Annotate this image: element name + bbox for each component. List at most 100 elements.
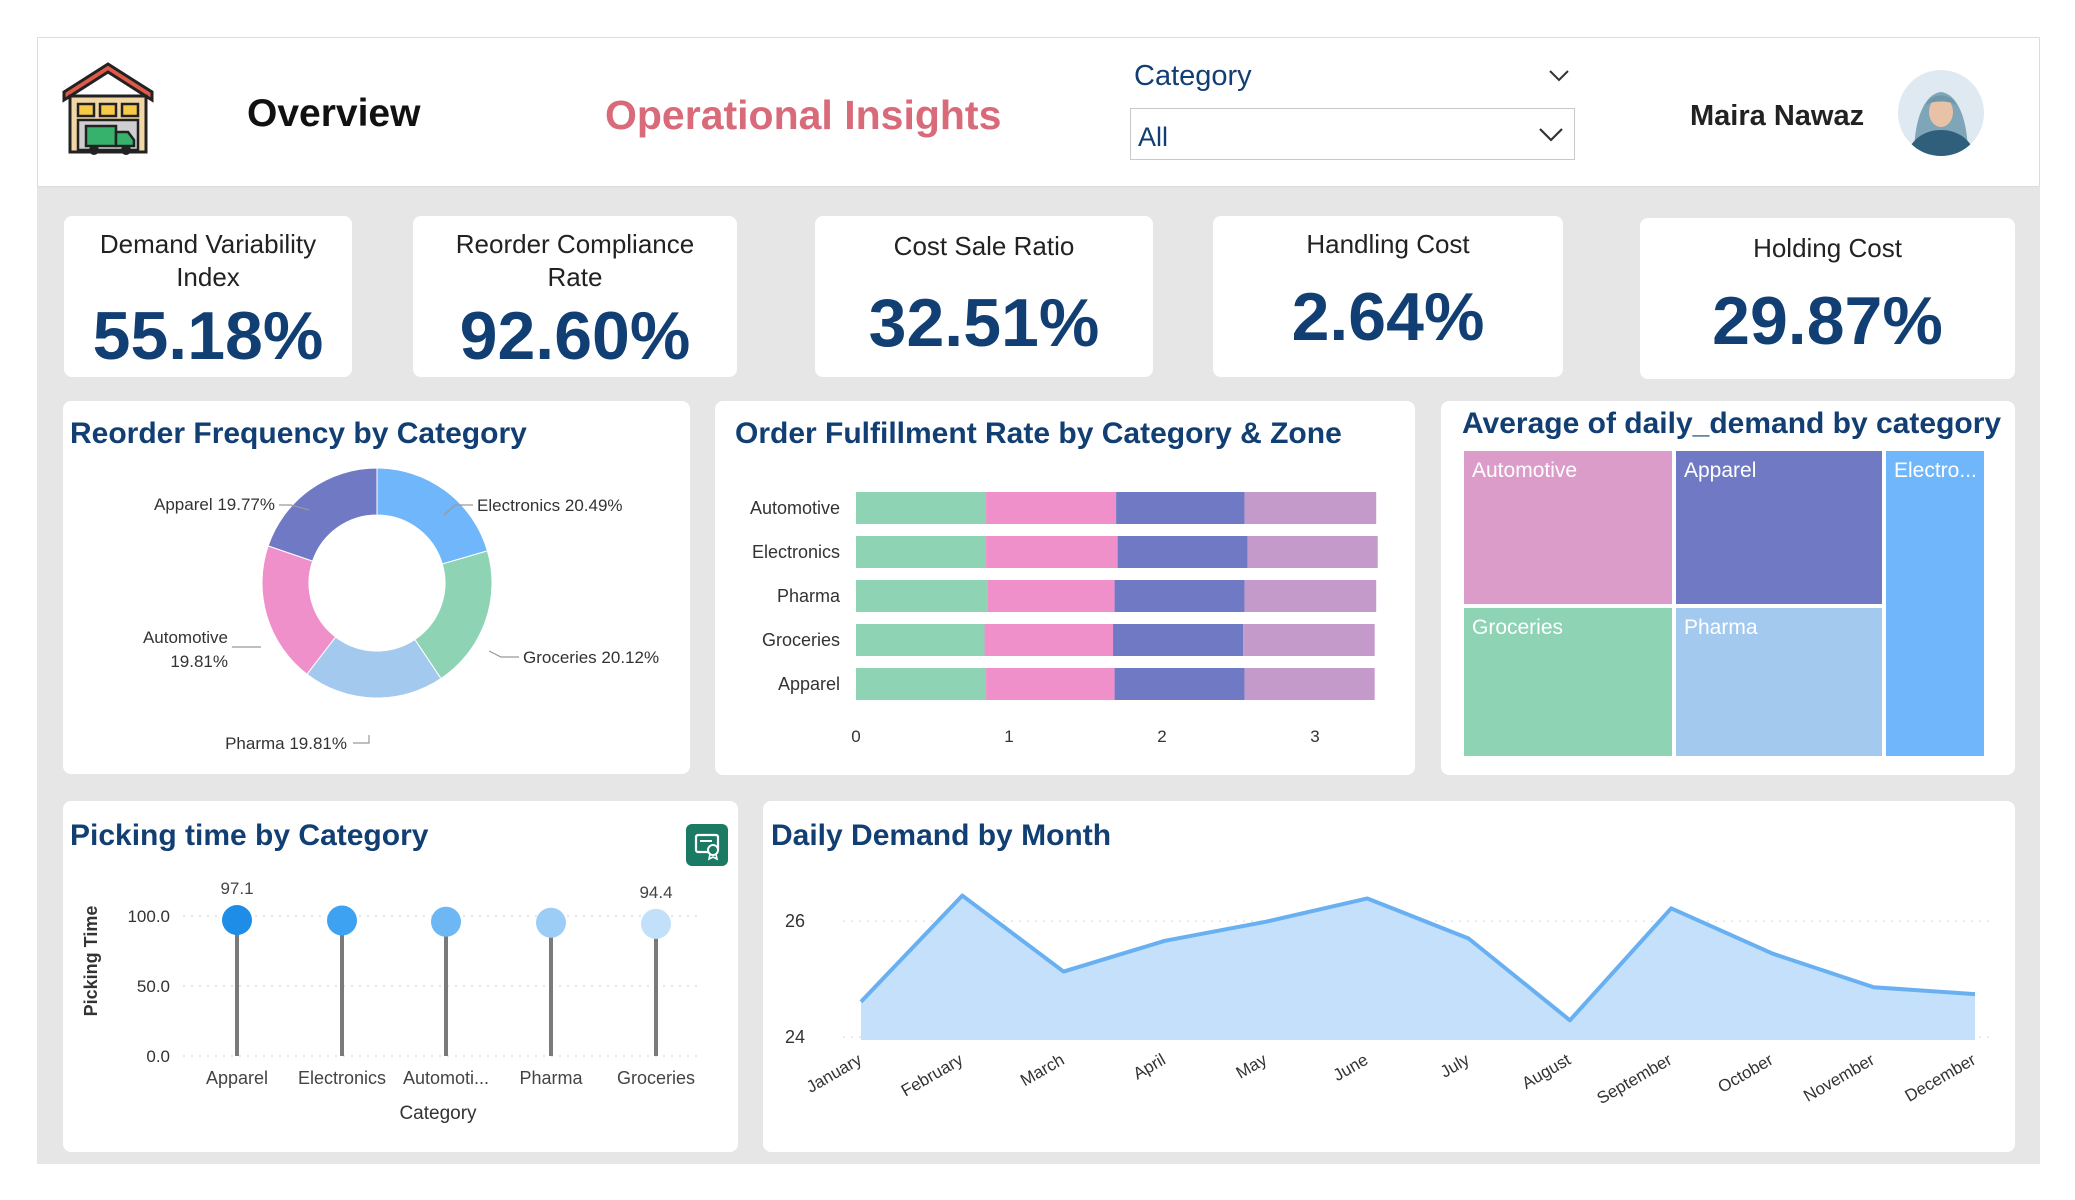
y-tick-label: 24 — [785, 1027, 805, 1047]
certified-visual-icon[interactable] — [685, 823, 729, 867]
lollipop-point — [222, 905, 252, 936]
bar-segment — [1244, 668, 1375, 700]
lollipop-point — [536, 907, 566, 938]
reorder-frequency-panel: Reorder Frequency by Category Electronic… — [63, 401, 690, 774]
bar-segment — [856, 580, 988, 612]
bar-segment — [1113, 624, 1244, 656]
bar-segment — [1117, 536, 1248, 568]
kpi-value: 32.51% — [868, 285, 1100, 361]
slice-label-groceries: Groceries 20.12% — [523, 648, 659, 667]
bar-segment — [1114, 668, 1245, 700]
kpi-label: Handling Cost — [1306, 229, 1470, 259]
x-tick-label: March — [1017, 1050, 1067, 1090]
bar-segment — [1116, 492, 1245, 524]
y-tick-label: 50.0 — [137, 977, 170, 996]
x-tick-label: 1 — [1004, 727, 1013, 746]
treemap-chart: Automotive Apparel Electro... Groceries Phar… — [1462, 449, 1986, 758]
kpi-card-demand-variability: Demand Variability Index 55.18% — [64, 216, 352, 377]
x-axis-title: Category — [399, 1103, 477, 1124]
kpi-value: 92.60% — [459, 298, 691, 374]
warehouse-truck-icon — [62, 62, 154, 155]
page-title[interactable]: Operational Insights — [605, 92, 1002, 138]
bar-segment — [1114, 580, 1245, 612]
lollipop-point — [327, 905, 357, 936]
x-tick-label: August — [1519, 1050, 1575, 1093]
area-line — [859, 893, 1976, 1023]
x-tick-label: January — [803, 1050, 865, 1097]
treemap-cell-pharma[interactable]: Pharma — [1674, 606, 1884, 758]
x-tick-label: June — [1330, 1050, 1371, 1085]
order-fulfillment-panel: Order Fulfillment Rate by Category & Zon… — [715, 401, 1415, 775]
kpi-label: Cost Sale Ratio — [893, 231, 1075, 261]
leader-line — [488, 650, 519, 658]
slice-label-apparel: Apparel 19.77% — [154, 495, 275, 514]
leader-line — [279, 504, 310, 511]
slice-label-automotive-value: 19.81% — [170, 652, 228, 671]
x-tick-label: Pharma — [519, 1068, 583, 1088]
bar-segment — [856, 668, 987, 700]
x-tick-label: Groceries — [617, 1068, 695, 1088]
treemap-cell-label: Groceries — [1472, 616, 1564, 639]
slice-label-electronics: Electronics 20.49% — [477, 496, 623, 515]
category-dropdown[interactable] — [1130, 108, 1575, 160]
lollipop-point — [431, 906, 461, 937]
x-tick-label: September — [1594, 1050, 1676, 1108]
x-tick-label: May — [1233, 1050, 1271, 1083]
bar-segment — [856, 492, 987, 524]
data-label: 97.1 — [220, 879, 253, 898]
treemap-cell-label: Pharma — [1684, 616, 1758, 639]
bar-category-label: Automotive — [750, 498, 840, 518]
bar-segment — [986, 492, 1117, 524]
data-label: 94.4 — [639, 883, 672, 902]
bar-segment — [986, 536, 1118, 568]
treemap-cell-groceries[interactable]: Groceries — [1462, 606, 1674, 758]
y-tick-label: 0.0 — [146, 1047, 170, 1066]
treemap-cell-label: Apparel — [1684, 459, 1757, 482]
x-tick-label: November — [1800, 1050, 1878, 1106]
daily-demand-treemap-panel: Average of daily_demand by category Auto… — [1441, 401, 2015, 775]
bar-category-label: Pharma — [777, 586, 841, 606]
x-tick-label: 2 — [1157, 727, 1166, 746]
bar-segment — [1244, 580, 1377, 612]
chevron-down-icon[interactable] — [1546, 62, 1572, 88]
kpi-label: Reorder Compliance Rate — [455, 229, 695, 292]
panel-title: Order Fulfillment Rate by Category & Zon… — [735, 417, 1342, 450]
overview-label[interactable]: Overview — [247, 92, 421, 135]
avatar[interactable] — [1898, 70, 1984, 156]
kpi-value: 55.18% — [92, 298, 324, 374]
x-tick-label: 0 — [851, 727, 860, 746]
treemap-cell-apparel[interactable]: Apparel — [1674, 449, 1884, 606]
bar-segment — [984, 624, 1114, 656]
bar-category-label: Apparel — [778, 674, 840, 694]
bar-segment — [856, 624, 985, 656]
lollipop-chart: 0.0 50.0 100.0 Apparel 97.1 Electronics Automo… — [81, 879, 703, 1124]
treemap-cell-automotive[interactable]: Automotive — [1462, 449, 1674, 606]
bar-segment — [987, 580, 1115, 612]
dropdown-arrow-icon[interactable] — [1536, 119, 1566, 149]
user-name: Maira Nawaz — [1690, 100, 1865, 132]
treemap-cell-electro[interactable]: Electro... — [1884, 449, 1986, 758]
x-tick-label: Automoti... — [403, 1068, 489, 1088]
y-axis-title: Picking Time — [81, 906, 101, 1017]
donut-chart: Electronics 20.49% Groceries 20.12% Pharma… — [143, 467, 659, 753]
header-bar — [37, 37, 2040, 187]
lollipop-point — [641, 908, 671, 939]
panel-title: Picking time by Category — [70, 819, 429, 852]
leader-line — [353, 735, 370, 744]
x-tick-label: July — [1437, 1050, 1473, 1082]
donut-slice-apparel — [267, 467, 378, 562]
category-dropdown-value[interactable]: All — [1138, 122, 1169, 152]
donut-slice-electronics — [376, 467, 489, 565]
bar-segment — [856, 536, 987, 568]
area-fill — [861, 895, 1975, 1040]
bar-segment — [1247, 536, 1378, 568]
x-tick-label: 3 — [1310, 727, 1319, 746]
treemap-cell-label: Automotive — [1472, 459, 1578, 482]
kpi-value: 2.64% — [1291, 279, 1485, 355]
kpi-value: 29.87% — [1712, 283, 1943, 359]
kpi-card-holding-cost: Holding Cost 29.87% — [1640, 218, 2015, 379]
bar-category-label: Groceries — [762, 630, 840, 650]
panel-title: Reorder Frequency by Category — [70, 417, 527, 450]
kpi-card-handling-cost: Handling Cost 2.64% — [1213, 216, 1563, 377]
daily-demand-month-panel: Daily Demand by Month 24 26 January Februar… — [763, 801, 2015, 1152]
